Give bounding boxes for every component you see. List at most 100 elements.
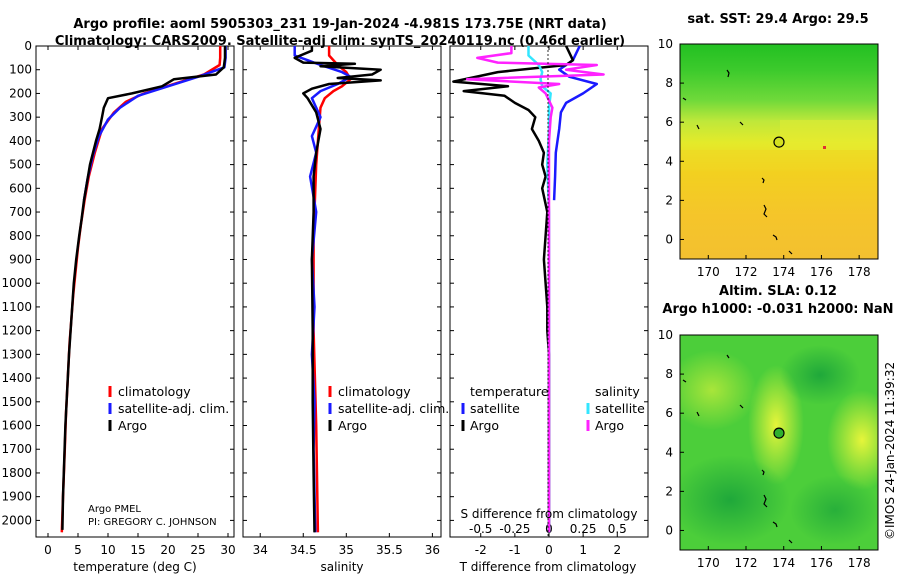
map-y-tick-label: 8 [665,367,673,381]
temperature-axes: 0 5 10 15 20 25 300100200300400500600700800900… [1,39,235,557]
x-top-tick-label: -0.5 [469,522,492,536]
legend-label: Argo [118,418,147,433]
sla-high [748,365,804,485]
x-tick-label: 1 [579,543,587,557]
title-line-2: Climatology: CARS2009. Satellite-adj cli… [55,34,625,49]
island [739,121,744,126]
x-tick-label: -2 [475,543,487,557]
island [726,69,730,78]
y-tick-label: 1100 [1,300,32,314]
island [682,97,687,101]
series-line-argo [61,46,227,530]
x-top-tick-label: 0.25 [570,522,597,536]
map-x-tick-label: 170 [697,556,720,570]
sla-map: 170 172 174 176 178 0 2 4 6 8 10 [658,328,879,570]
map-y-tick-label: 4 [665,445,673,459]
temperature-panel [35,45,235,538]
x-tick-label: 15 [130,543,145,557]
legend-label: climatology [338,384,411,399]
y-tick-label: 800 [9,229,32,243]
y-tick-label: 700 [9,205,32,219]
map1-title: sat. SST: 29.4 Argo: 29.5 [687,12,868,27]
map-y-tick-label: 0 [665,523,673,537]
x-tick-label: 36 [425,543,440,557]
x-tick-label: 0 [545,543,553,557]
map-y-tick-label: 4 [665,154,673,168]
sla-low [790,475,878,545]
map-y-tick-label: 10 [658,37,673,51]
legend-label: climatology [118,384,191,399]
x-tick-label: 35.5 [376,543,403,557]
y-tick-label: 1700 [1,442,32,456]
island [788,250,793,255]
title-line-1: Argo profile: aoml 5905303_231 19-Jan-20… [73,17,606,32]
map-y-tick-label: 2 [665,193,673,207]
x-tick-label: 25 [190,543,205,557]
island [696,411,700,417]
y-tick-label: 1600 [1,419,32,433]
sla-low [680,455,790,545]
island [772,521,778,528]
argo-position-marker [773,136,785,148]
island [726,354,730,359]
x-tick-label: 35 [339,543,354,557]
island-outlines [682,69,793,255]
legend-label-s-argo: Argo [595,418,624,433]
series-line-argo [293,46,382,533]
map-x-tick-label: 174 [772,556,795,570]
legend-heading-temperature: temperature [470,384,549,399]
y-tick-label: 2000 [1,513,32,527]
sst-field-patch [780,120,878,150]
y-tick-label: 900 [9,252,32,266]
map-x-tick-label: 178 [848,265,871,279]
legend-label-t-argo: Argo [470,418,499,433]
salinity-series [293,46,382,533]
salinity-legend: climatology satellite-adj. clim. Argo [328,384,449,433]
island [788,539,793,544]
map-x-tick-label: 170 [697,265,720,279]
y-tick-label: 1500 [1,395,32,409]
sst-field-patch [680,150,878,170]
map-x-tick-label: 172 [735,265,758,279]
salinity-axes: 34 34.5 35 35.5 36 [243,45,441,557]
x-tick-label: 20 [160,543,175,557]
x-tick-label: 34 [253,543,268,557]
series-line-satellite-adj-clim [293,46,352,533]
y-tick-label: 300 [9,110,32,124]
y-tick-label: 1300 [1,347,32,361]
salinity-panel [242,45,442,538]
series-line-s-argo [465,46,605,533]
map-y-tick-label: 2 [665,484,673,498]
map-x-tick-label: 178 [848,556,871,570]
sla-map-frame [679,334,879,551]
difference-xlabel: T difference from climatology [459,560,637,574]
sla-map-axes: 170 172 174 176 178 0 2 4 6 8 10 [658,328,871,570]
sst-map-axes: 170 172 174 176 178 0 2 4 6 8 10 [658,37,871,279]
map-x-tick-label: 176 [810,556,833,570]
timestamp-credit: ©IMOS 24-Jan-2024 11:39:32 [883,362,897,540]
argo-position-marker [773,427,785,439]
y-tick-label: 600 [9,181,32,195]
island [739,404,744,409]
y-tick-label: 100 [9,63,32,77]
island [682,379,687,383]
island [761,469,765,476]
y-tick-label: 1800 [1,466,32,480]
y-tick-label: 1200 [1,324,32,338]
island-outlines [682,354,793,544]
series-line-satellite-adj-clim [82,46,227,201]
map-x-tick-label: 176 [810,265,833,279]
y-tick-label: 1900 [1,490,32,504]
salinity-xlabel: salinity [320,560,363,574]
island [696,124,700,130]
map-x-tick-label: 174 [772,265,795,279]
island [763,494,768,508]
map-x-tick-label: 172 [735,556,758,570]
difference-legend: temperature salinity satellite Argo sate… [461,384,645,433]
map-y-tick-label: 10 [658,328,673,342]
map-y-tick-label: 0 [665,232,673,246]
legend-heading-salinity: salinity [595,384,640,399]
x-tick-label: 2 [613,543,621,557]
island [772,234,778,241]
